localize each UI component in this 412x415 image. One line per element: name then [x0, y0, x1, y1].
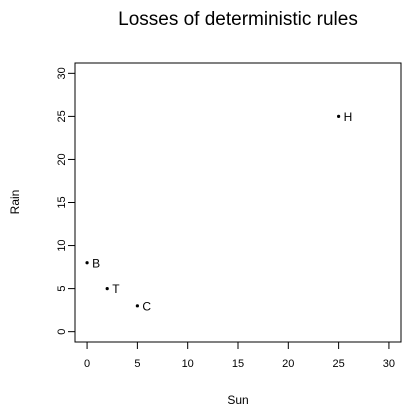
data-point: [105, 287, 109, 291]
x-axis: 0 5 10 15 20 25 30: [84, 341, 395, 370]
x-axis-label: Sun: [227, 393, 248, 407]
point-label: B: [92, 256, 100, 270]
data-points: H BT C: [85, 110, 352, 313]
data-point: [85, 261, 89, 265]
y-tick-label: 30: [56, 67, 68, 79]
x-tick-label: 30: [383, 358, 395, 370]
point-label: T: [112, 282, 120, 296]
y-tick-label: 5: [56, 286, 68, 292]
y-tick-label: 10: [56, 239, 68, 251]
point-label: H: [344, 110, 353, 124]
data-point: [337, 114, 341, 118]
data-point: [135, 304, 139, 308]
x-tick-label: 5: [134, 358, 140, 370]
y-tick-label: 20: [56, 153, 68, 165]
point-label: C: [142, 299, 151, 313]
y-tick-label: 0: [56, 329, 68, 335]
y-axis: 0 5 10 15 20 25 30: [56, 67, 76, 335]
x-tick-label: 0: [84, 358, 90, 370]
y-axis-label: Rain: [8, 190, 22, 215]
y-tick-label: 25: [56, 110, 68, 122]
x-tick-label: 10: [182, 358, 194, 370]
y-tick-label: 15: [56, 196, 68, 208]
chart-title: Losses of deterministic rules: [118, 9, 358, 30]
x-tick-label: 25: [332, 358, 344, 370]
plot-frame: [74, 62, 402, 343]
x-tick-label: 20: [282, 358, 294, 370]
x-tick-label: 15: [232, 358, 244, 370]
